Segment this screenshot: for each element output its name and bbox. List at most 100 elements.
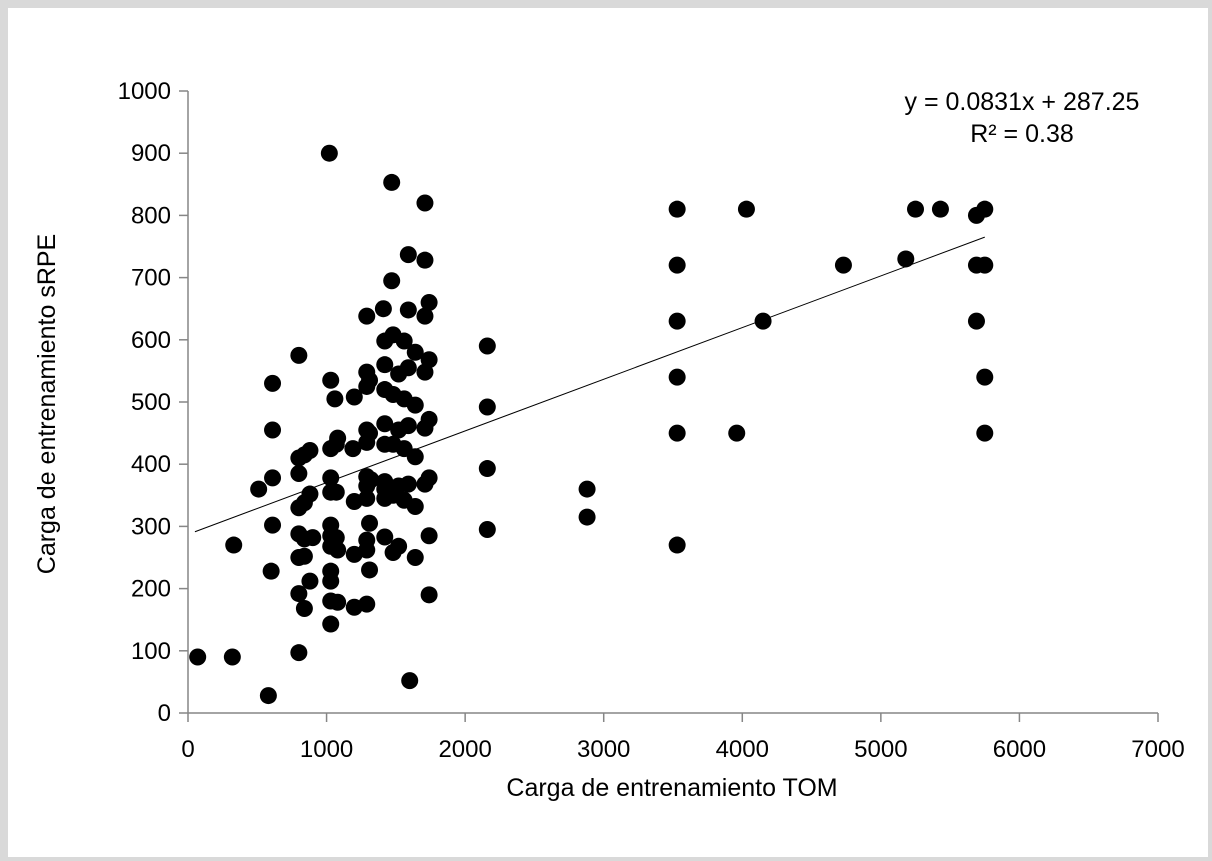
chart-frame: 0 100 200 300 400 500 600 700 800 900 1000 0 1000 20… — [8, 8, 1208, 857]
data-point — [416, 251, 434, 269]
data-point — [390, 537, 408, 555]
data-point — [668, 368, 686, 386]
data-point — [406, 497, 424, 515]
data-point — [320, 144, 338, 162]
data-point — [420, 293, 438, 311]
trend-line — [194, 236, 985, 533]
data-point — [250, 480, 268, 498]
data-point — [301, 572, 319, 590]
data-point — [728, 424, 746, 442]
data-point — [358, 489, 376, 507]
data-point — [668, 424, 686, 442]
data-point — [897, 250, 915, 268]
data-point — [668, 200, 686, 218]
data-point — [264, 469, 282, 487]
data-point — [967, 312, 985, 330]
data-point — [478, 521, 496, 539]
data-point — [301, 485, 319, 503]
y-axis-ticks: 0 100 200 300 400 500 600 700 800 900 1000 — [118, 78, 188, 727]
x-tick-label: 6000 — [993, 736, 1046, 763]
data-point — [301, 442, 319, 460]
data-point — [223, 648, 241, 666]
y-tick-label: 1000 — [118, 78, 171, 105]
y-tick-label: 200 — [131, 576, 171, 603]
data-point — [361, 424, 379, 442]
data-point — [420, 586, 438, 604]
data-point — [668, 256, 686, 274]
data-point — [322, 615, 340, 633]
data-point — [358, 541, 376, 559]
data-point — [416, 194, 434, 212]
data-point — [329, 429, 347, 447]
data-point — [976, 200, 994, 218]
y-tick-label: 900 — [131, 140, 171, 167]
x-axis-ticks: 0 1000 2000 3000 4000 5000 6000 7000 — [181, 713, 1185, 763]
x-tick-label: 5000 — [854, 736, 907, 763]
data-point — [374, 300, 392, 318]
data-point — [399, 301, 417, 319]
data-point — [344, 440, 362, 458]
data-point — [376, 415, 394, 433]
y-axis-title: Carga de entrenamiento sRPE — [33, 234, 61, 574]
data-point — [295, 600, 313, 618]
data-point — [420, 527, 438, 545]
data-point — [668, 312, 686, 330]
data-point — [399, 475, 417, 493]
data-point — [834, 256, 852, 274]
data-point — [406, 448, 424, 466]
y-tick-label: 400 — [131, 451, 171, 478]
data-point — [264, 516, 282, 534]
y-tick-label: 0 — [158, 700, 171, 727]
data-point — [376, 356, 394, 374]
data-point — [290, 585, 308, 603]
data-point — [406, 343, 424, 361]
data-point — [304, 529, 322, 547]
data-point — [976, 424, 994, 442]
data-point — [262, 562, 280, 580]
data-point — [327, 483, 345, 501]
y-tick-label: 500 — [131, 389, 171, 416]
data-point — [361, 371, 379, 389]
data-point — [668, 536, 686, 554]
data-point — [478, 398, 496, 416]
data-point — [361, 561, 379, 579]
data-point — [420, 469, 438, 487]
trendline-r-squared: R² = 0.38 — [970, 120, 1074, 148]
data-point — [264, 421, 282, 439]
data-point — [290, 346, 308, 364]
trendline-equation: y = 0.0831x + 287.25 — [905, 88, 1140, 116]
x-tick-label: 2000 — [438, 736, 491, 763]
data-point — [383, 173, 401, 191]
data-point — [383, 272, 401, 290]
data-point — [290, 465, 308, 483]
data-point — [326, 390, 344, 408]
data-point — [329, 593, 347, 611]
x-axis-title: Carga de entrenamiento TOM — [506, 774, 837, 802]
data-point — [737, 200, 755, 218]
data-point — [406, 396, 424, 414]
x-tick-label: 1000 — [300, 736, 353, 763]
data-point — [322, 572, 340, 590]
data-point — [225, 536, 243, 554]
data-point — [322, 469, 340, 487]
data-point — [329, 541, 347, 559]
data-point — [395, 332, 413, 350]
data-point — [578, 480, 596, 498]
data-point — [358, 307, 376, 325]
data-point — [754, 312, 772, 330]
data-point — [976, 368, 994, 386]
data-point — [578, 508, 596, 526]
data-point — [907, 200, 924, 218]
data-point — [478, 460, 496, 478]
data-point — [362, 471, 380, 489]
data-point — [406, 549, 424, 566]
data-point — [399, 359, 417, 377]
data-point — [290, 644, 308, 662]
data-point — [976, 256, 994, 274]
y-tick-label: 600 — [131, 327, 171, 354]
data-point — [931, 200, 949, 218]
data-point — [358, 595, 376, 613]
x-tick-label: 0 — [181, 736, 194, 763]
data-point — [420, 351, 438, 369]
data-point — [345, 388, 363, 406]
